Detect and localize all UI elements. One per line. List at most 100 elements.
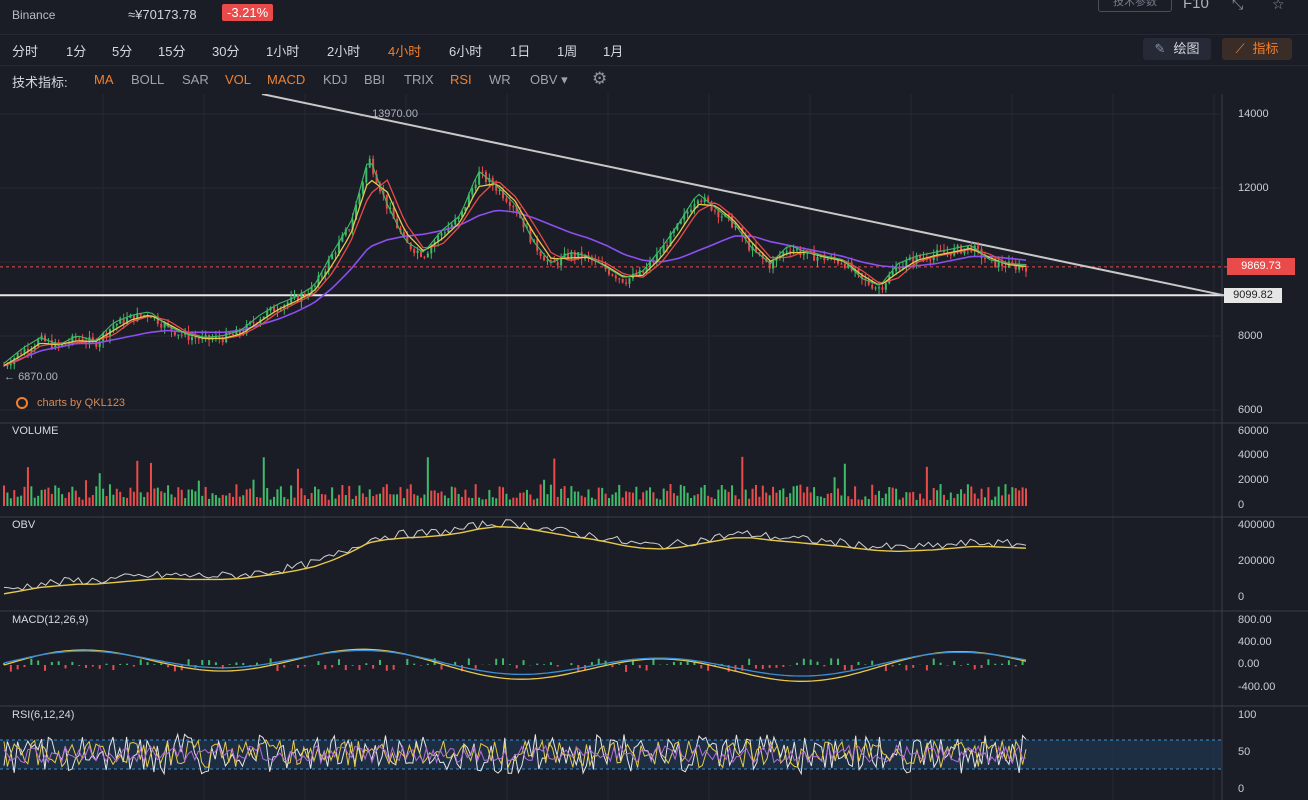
macd-histogram-bar xyxy=(228,664,231,665)
macd-histogram-bar xyxy=(44,665,47,671)
candle-body xyxy=(197,338,200,340)
candle-body xyxy=(837,259,840,264)
tech-params-button[interactable]: 技术参数 xyxy=(1098,0,1172,12)
period-1h[interactable]: 1小时 xyxy=(266,44,300,59)
volume-bar xyxy=(676,495,679,506)
candle-body xyxy=(775,257,778,262)
volume-bar xyxy=(919,493,922,506)
candle-body xyxy=(344,229,347,236)
period-1mo[interactable]: 1月 xyxy=(603,44,624,59)
period-4h[interactable]: 4小时 xyxy=(388,44,422,59)
period-5m[interactable]: 5分 xyxy=(112,44,133,59)
ind-sar[interactable]: SAR xyxy=(182,72,209,87)
ind-rsi[interactable]: RSI xyxy=(450,72,472,87)
volume-bar xyxy=(727,491,730,506)
fullscreen-icon[interactable]: ⤡ xyxy=(1232,0,1244,12)
candle-body xyxy=(54,341,57,349)
macd-histogram-bar xyxy=(447,665,450,666)
chart-canvas[interactable] xyxy=(0,94,1308,800)
top-bar: Binance ≈¥70173.78 -3.21% 技术参数 F10 ⤡ ☆ xyxy=(0,0,1308,30)
candle-body xyxy=(505,198,508,202)
candle-body xyxy=(874,287,877,289)
volume-bar xyxy=(502,487,505,506)
vol-tick-20000: 20000 xyxy=(1238,474,1269,486)
macd-histogram-bar xyxy=(461,665,464,672)
macd-label: MACD(12,26,9) xyxy=(12,614,89,626)
candle-body xyxy=(703,197,706,203)
period-15m[interactable]: 15分 xyxy=(158,44,186,59)
candle-body xyxy=(809,250,812,252)
macd-histogram-bar xyxy=(324,665,327,670)
volume-bar xyxy=(6,492,9,506)
candle-body xyxy=(64,343,67,345)
volume-bar xyxy=(744,489,747,506)
volume-bar xyxy=(679,484,682,506)
macd-histogram-bar xyxy=(50,662,53,665)
period-1d[interactable]: 1日 xyxy=(510,44,531,59)
macd-histogram-bar xyxy=(570,663,573,665)
volume-bar xyxy=(78,497,81,506)
period-2h[interactable]: 2小时 xyxy=(327,44,361,59)
candle-body xyxy=(758,252,761,255)
indicators-button[interactable]: ⟋ 指标 xyxy=(1222,38,1292,60)
ind-bbi[interactable]: BBI xyxy=(364,72,385,87)
gear-icon[interactable]: ⚙ xyxy=(592,69,608,88)
candle-body xyxy=(635,273,638,276)
macd-histogram-bar xyxy=(372,665,375,669)
volume-bar xyxy=(901,497,904,506)
macd-histogram-bar xyxy=(508,664,511,665)
current-price-tag: 9869.73 xyxy=(1227,258,1295,275)
volume-bar xyxy=(23,486,26,506)
volume-bar xyxy=(426,457,429,506)
period-6h[interactable]: 6小时 xyxy=(449,44,483,59)
macd-histogram-bar xyxy=(331,665,334,668)
ind-obv-dropdown[interactable]: OBV ▾ xyxy=(530,72,568,87)
period-1m[interactable]: 1分 xyxy=(66,44,87,59)
candle-body xyxy=(6,365,9,367)
volume-bar xyxy=(867,498,870,506)
period-1w[interactable]: 1周 xyxy=(557,44,578,59)
candle-body xyxy=(919,255,922,258)
volume-bar xyxy=(238,496,241,506)
rsi-tick-0: 0 xyxy=(1238,783,1245,795)
period-timeshare[interactable]: 分时 xyxy=(12,44,39,59)
volume-bar xyxy=(570,486,573,506)
volume-bar xyxy=(3,485,5,506)
star-icon[interactable]: ☆ xyxy=(1272,0,1285,12)
draw-button[interactable]: ✎ 绘图 xyxy=(1143,38,1211,60)
volume-bar xyxy=(225,495,228,506)
ind-trix[interactable]: TRIX xyxy=(404,72,434,87)
volume-bar xyxy=(44,489,47,506)
candle-body xyxy=(795,249,798,251)
volume-bar xyxy=(64,497,67,506)
candle-body xyxy=(696,200,699,204)
macd-histogram-bar xyxy=(590,662,593,665)
candle-body xyxy=(440,233,443,236)
ind-ma[interactable]: MA xyxy=(94,72,114,87)
candle-body xyxy=(649,261,652,268)
candle-body xyxy=(707,197,710,202)
macd-histogram-bar xyxy=(413,663,416,665)
ind-wr[interactable]: WR xyxy=(489,72,511,87)
watermark: charts by QKL123 xyxy=(16,397,125,410)
ind-boll[interactable]: BOLL xyxy=(131,72,165,87)
rsi6-line xyxy=(3,732,1027,776)
volume-bar xyxy=(443,495,446,506)
candle-body xyxy=(167,323,170,327)
volume-bar xyxy=(590,497,593,506)
volume-bar xyxy=(249,488,252,506)
period-30m[interactable]: 30分 xyxy=(212,44,240,59)
candle-body xyxy=(187,331,190,341)
candle-body xyxy=(997,261,1000,267)
f10-button[interactable]: F10 xyxy=(1183,0,1209,12)
volume-bar xyxy=(334,498,337,506)
volume-bar xyxy=(905,492,908,506)
ind-vol[interactable]: VOL xyxy=(225,72,252,87)
candle-body xyxy=(860,273,863,279)
ind-macd[interactable]: MACD xyxy=(267,72,306,87)
ind-kdj[interactable]: KDJ xyxy=(323,72,348,87)
volume-bar xyxy=(71,486,74,506)
volume-bar xyxy=(614,492,617,506)
volume-bar xyxy=(262,457,265,506)
volume-bar xyxy=(556,496,559,506)
